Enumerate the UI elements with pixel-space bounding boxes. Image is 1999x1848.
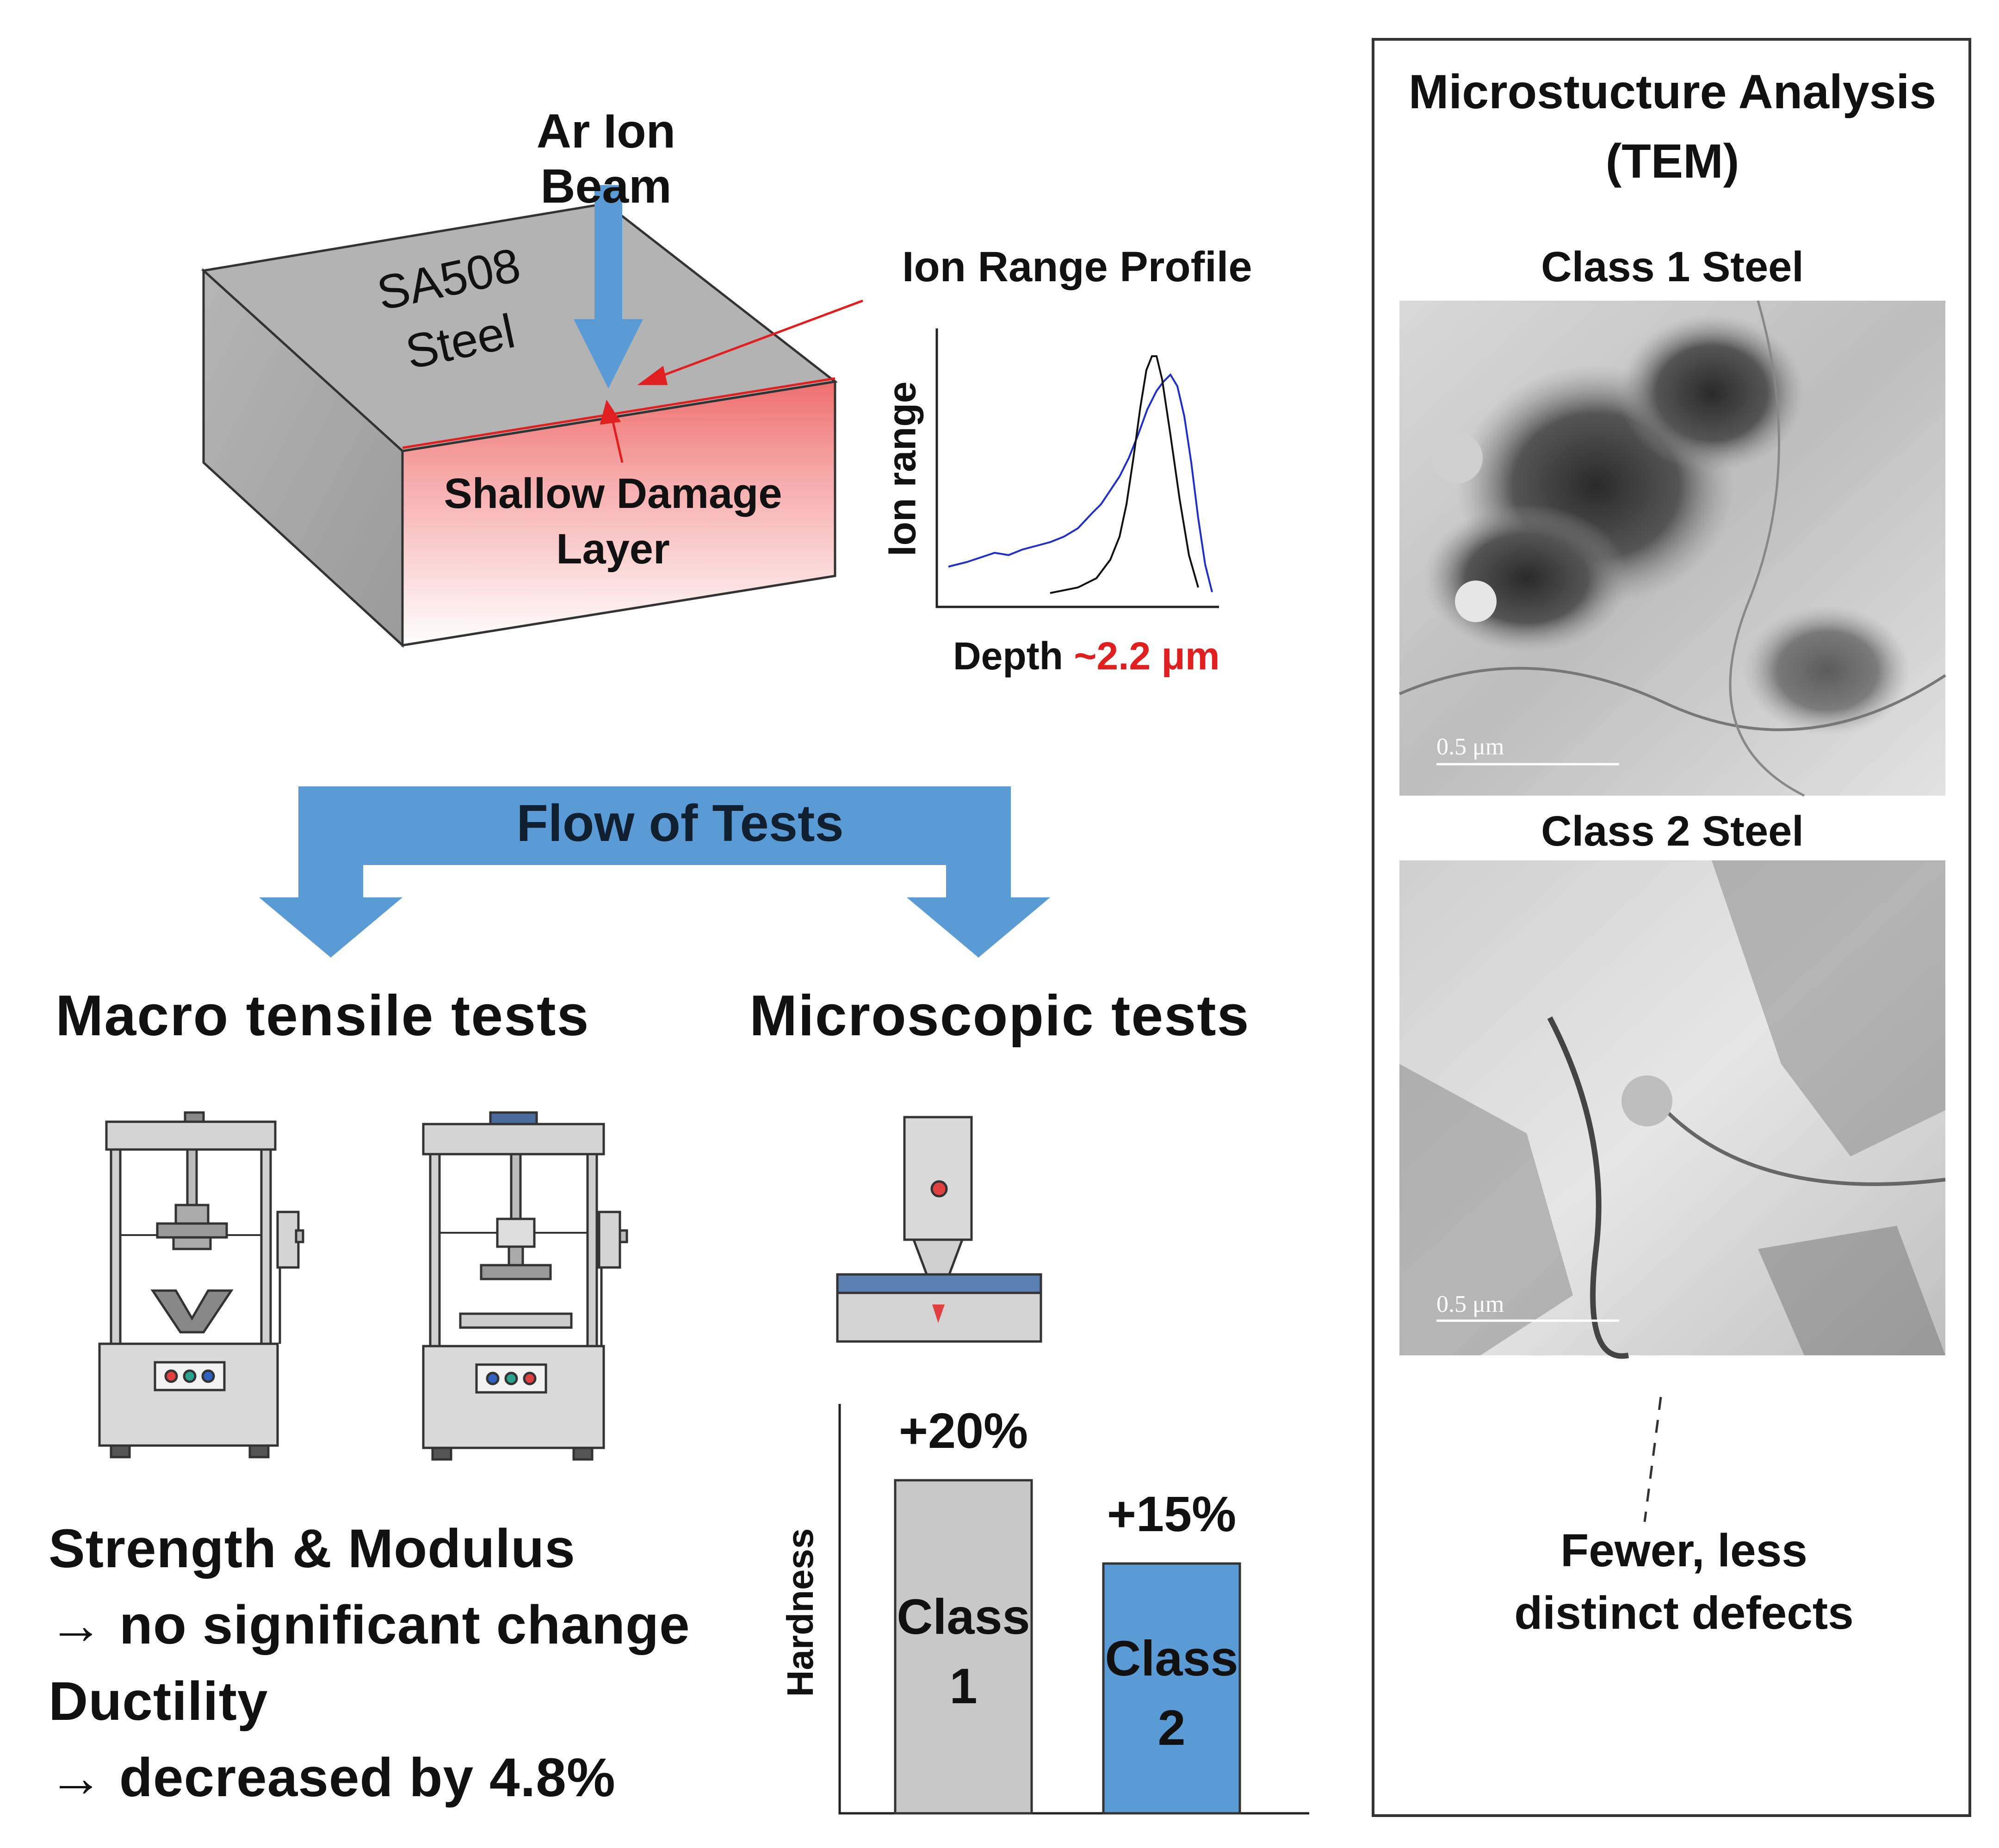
tem-panel-frame <box>1372 38 1971 1817</box>
ion-profile-xlabel: Depth ~2.2 μm <box>953 634 1277 679</box>
bar-label-class-1-line1: Class <box>897 1588 1030 1644</box>
ion-profile-title: Ion Range Profile <box>902 243 1252 290</box>
tem-note-line2: distinct defects <box>1514 1587 1854 1639</box>
ion-profile-ylabel: Ion range <box>880 381 924 556</box>
hardness-data-label-class-1: +20% <box>898 1403 1028 1459</box>
tem-class2-label: Class 2 Steel <box>1541 808 1804 855</box>
depth-value: ~2.2 μm <box>1074 634 1220 678</box>
dashed-connector <box>1643 1397 1662 1522</box>
ion-beam-arrow <box>574 185 643 389</box>
damage-label-line2: Layer <box>556 525 670 573</box>
red-pointer-arrows <box>600 299 863 463</box>
macro-result-4: → decreased by 4.8% <box>49 1747 616 1808</box>
damage-layer-line <box>402 377 835 449</box>
hardness-bar-class-1 <box>894 1479 1033 1815</box>
hardness-ylabel: Hardness <box>780 1528 821 1697</box>
hardness-bar-class-2 <box>1102 1562 1241 1815</box>
hardness-chart <box>838 1404 1309 1815</box>
steel-block <box>201 202 838 648</box>
tem-image-class-2 <box>1399 860 1946 1359</box>
flow-label: Flow of Tests <box>516 794 844 852</box>
depth-label: Depth <box>953 634 1063 678</box>
block-front-face <box>401 380 836 647</box>
damage-label-line1: Shallow Damage <box>444 470 782 517</box>
bar-label-class-1: Class 1 <box>895 1582 1032 1721</box>
tem-title-line2: (TEM) <box>1605 135 1739 188</box>
plot-axes <box>935 328 1219 608</box>
ion-range-blue-curve <box>948 373 1213 593</box>
ion-range-black-curve <box>1050 355 1199 594</box>
hardness-data-label-class-2: +15% <box>1107 1486 1237 1542</box>
micro-title: Microscopic tests <box>749 984 1250 1048</box>
macro-result-2: → no significant change <box>49 1595 690 1656</box>
tem-scale-bar-label-2: 0.5 μm <box>1436 1291 1504 1317</box>
ion-range-plot <box>935 328 1219 608</box>
tensile-machine-1 <box>98 1111 304 1459</box>
tem-image-class-1 <box>1399 300 1946 797</box>
bar-label-class-1-line2: 1 <box>949 1658 978 1714</box>
tensile-machine-2 <box>422 1111 628 1461</box>
tem-note-line1: Fewer, less <box>1560 1525 1807 1576</box>
macro-result-1: Strength & Modulus <box>49 1518 576 1579</box>
macro-title: Macro tensile tests <box>56 984 590 1048</box>
tem-class1-label: Class 1 Steel <box>1541 243 1804 290</box>
macro-result-3: Ductility <box>49 1671 268 1732</box>
bar-label-class-2-line2: 2 <box>1157 1700 1186 1755</box>
tem-title-line1: Microstucture Analysis <box>1408 65 1937 119</box>
beam-label: Ar Ion Beam <box>536 105 676 213</box>
nanoindenter-icon <box>836 1116 1042 1343</box>
tem-scale-bar-label-1: 0.5 μm <box>1436 734 1504 760</box>
bar-label-class-2: Class 2 <box>1103 1624 1240 1762</box>
flow-bracket-arrow <box>259 786 1050 958</box>
bar-label-class-2-line1: Class <box>1105 1630 1238 1686</box>
